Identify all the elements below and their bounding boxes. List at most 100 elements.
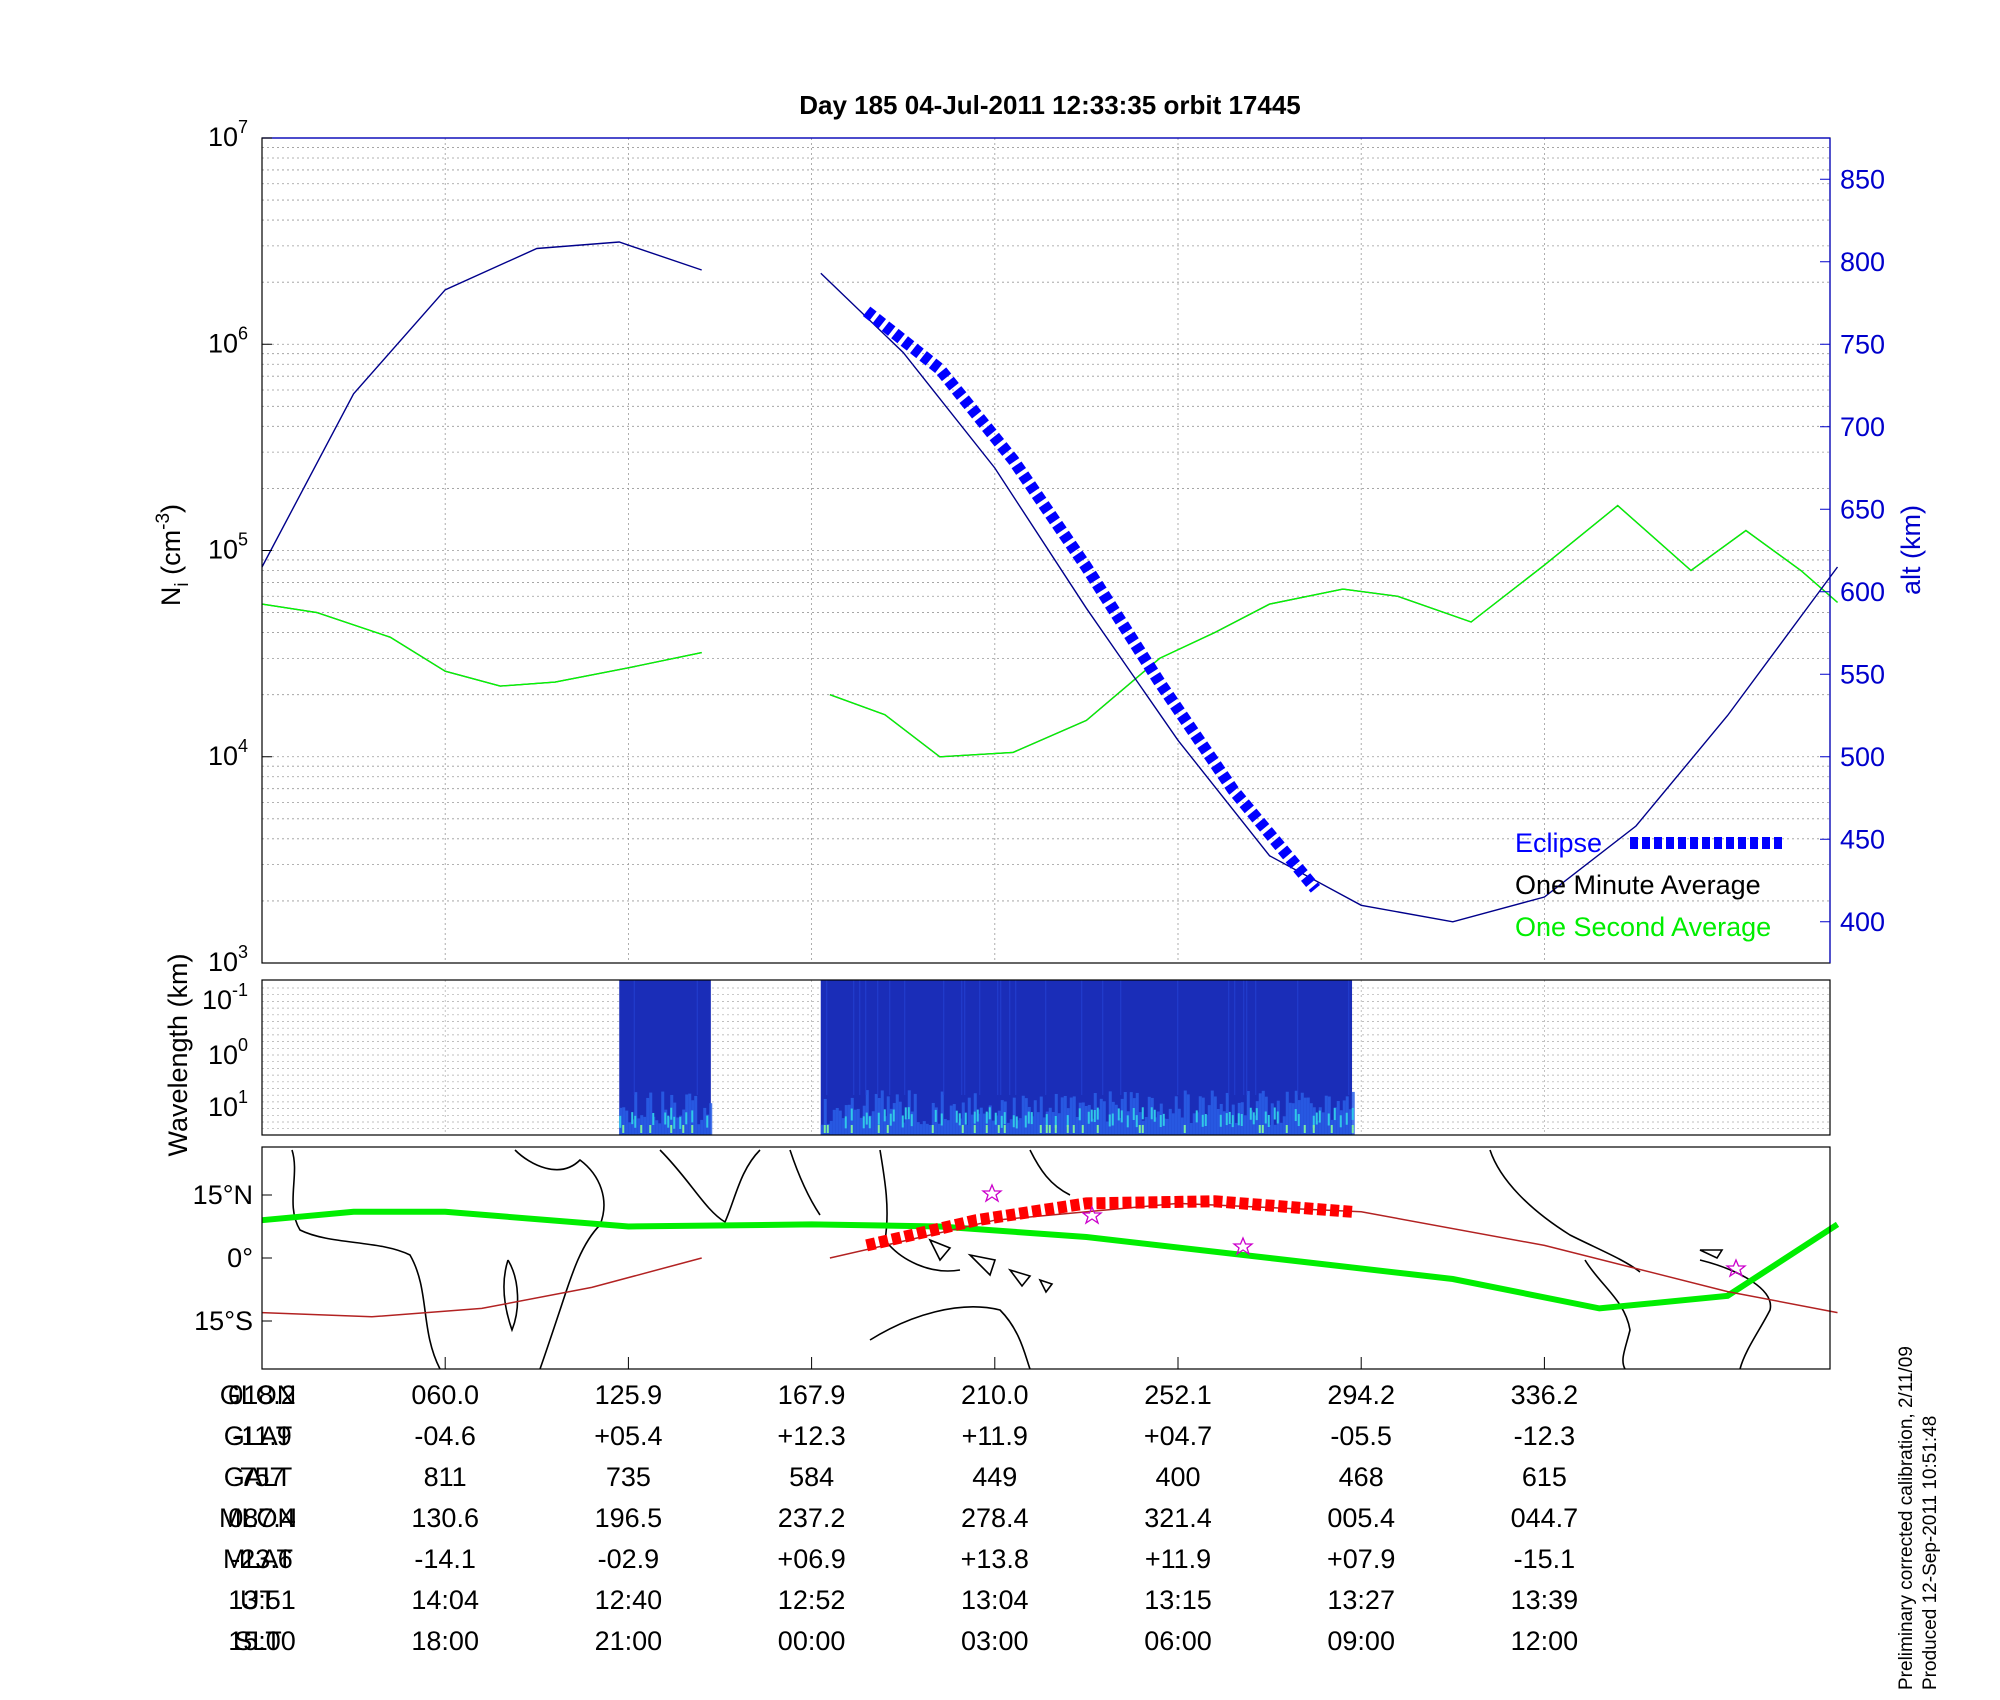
spectrogram-cell (1201, 1114, 1204, 1127)
ephemeris-row-glat: GLAT -11.9 -04.6 +05.4 +12.3 +11.9 +04.7 -05.5 -… (0, 1421, 2000, 1461)
spectrogram-cell (874, 1093, 878, 1135)
spectrogram-cell (1180, 1117, 1184, 1135)
spectrogram-cell (1090, 1109, 1093, 1122)
spectrogram-cell (1081, 1125, 1084, 1133)
spectrogram-cell (697, 1124, 701, 1135)
ephemeris-cell: +11.9 (1144, 1544, 1212, 1574)
spectrogram-cell (997, 1125, 1000, 1133)
spectrogram-cell (1012, 1115, 1015, 1128)
y2-tick-label: 400 (1840, 907, 1885, 937)
coast-africa-west (291, 1149, 441, 1370)
spectrogram-cell (682, 1109, 686, 1135)
density-series (261, 241, 1839, 923)
spectrogram-cell (1186, 1094, 1190, 1135)
spectrogram-cell (1177, 1108, 1181, 1135)
spectrogram-cell (1036, 1112, 1040, 1135)
ephemeris-cell: 00:00 (777, 1626, 846, 1656)
chart-title: Day 185 04-Jul-2011 12:33:35 orbit 17445 (799, 90, 1301, 120)
ephemeris-cell: 130.6 (411, 1503, 479, 1533)
spectrogram-cell (1009, 1119, 1013, 1135)
spectrogram-cell (1165, 1118, 1169, 1135)
spectrogram-cell (1351, 1107, 1354, 1120)
spectrogram-cell (1063, 1095, 1067, 1135)
spectrogram-y-label: Wavelength (km) (163, 953, 193, 1156)
spectrogram-cell (847, 1104, 851, 1135)
spectrogram-cell (670, 1125, 673, 1133)
spectrogram-cell (964, 1124, 968, 1135)
ephemeris-cell: 044.7 (1510, 1503, 1579, 1533)
coast-islands-a (928, 1238, 1054, 1294)
spectrogram-cell (1087, 1111, 1090, 1124)
map-stars (981, 1183, 1747, 1278)
spectrogram-cell (1084, 1105, 1088, 1135)
spectrogram-cell (1117, 1117, 1121, 1135)
spectrogram-cell (1144, 1117, 1148, 1135)
spectrogram-cell (1039, 1125, 1042, 1133)
spectrogram-cell (688, 1093, 692, 1135)
ephemeris-cell: 584 (789, 1462, 835, 1492)
spectrogram-cell (1054, 1125, 1057, 1133)
y-tick-label: 107 (208, 117, 248, 152)
y-tick-label: 105 (208, 530, 248, 565)
series-alt-km- (820, 272, 1839, 923)
ephemeris-cell: -23.6 (231, 1544, 293, 1574)
spectrogram-cell (1228, 1123, 1232, 1135)
spectrogram-cell (856, 1108, 860, 1135)
spectrogram-cell (1330, 1125, 1333, 1133)
track-orbit-track (261, 1257, 702, 1318)
spectrogram-cell (1054, 1093, 1058, 1135)
spectrogram-frame (261, 979, 1831, 1136)
ephemeris-cell: 125.9 (594, 1380, 663, 1410)
spectrogram-cell (1000, 1115, 1003, 1128)
spectrogram-cell (901, 1122, 905, 1135)
spectrogram-cell (1162, 1113, 1165, 1126)
spectrogram-cell (1021, 1095, 1025, 1135)
spectrogram-cell (1294, 1109, 1297, 1122)
series-one-second-average (829, 504, 1838, 758)
spectrogram-cell (904, 1118, 908, 1135)
ephemeris-row-label: GLON (219, 1380, 297, 1410)
spectrogram-cell (637, 1118, 641, 1135)
density-grid (261, 138, 1830, 964)
spectrogram-cell (622, 1125, 625, 1133)
spectrogram-cell (1120, 1110, 1123, 1123)
spectrogram-cell (1291, 1103, 1295, 1135)
spectrogram-cell (1345, 1112, 1348, 1125)
footnote: Preliminary corrected calibration, 2/11/… (1895, 1346, 1943, 1690)
ephemeris-cell: 12:52 (777, 1585, 846, 1615)
density-y-label: Ni (cm-3) (153, 504, 193, 606)
spectrogram-cell (985, 1125, 988, 1133)
footnote-line-1: Preliminary corrected calibration, 2/11/… (1896, 1346, 1917, 1690)
spectrogram-cell (655, 1120, 659, 1135)
spectrogram-cell (1111, 1113, 1114, 1126)
spectrogram-cell (910, 1114, 913, 1127)
spectrogram-cell (868, 1116, 871, 1129)
ephemeris-cell: 13:51 (228, 1585, 296, 1615)
spectrogram-cell (1102, 1101, 1106, 1135)
spectrogram-cell (1018, 1118, 1022, 1135)
spectrogram-cell (826, 1125, 829, 1133)
spectrogram-cell (1312, 1125, 1315, 1133)
ephemeris-cell: 14:04 (411, 1585, 479, 1615)
spectrogram-cell (925, 1123, 929, 1135)
series-alt-km- (261, 241, 702, 568)
ephemeris-cell: 060.0 (411, 1380, 479, 1410)
spectrogram-cell (1264, 1111, 1267, 1124)
y2-tick-label: 550 (1840, 659, 1885, 689)
ephemeris-cell: 21:00 (594, 1626, 663, 1656)
spectrogram-cell (670, 1107, 673, 1120)
spectrogram-cell (1315, 1120, 1319, 1135)
y2-tick-label: 750 (1840, 329, 1885, 359)
ephemeris-row-glon: GLON 018.2 060.0 125.9 167.9 210.0 252.1 294.2 3… (0, 1380, 2000, 1420)
ephemeris-cell: 12:00 (1510, 1626, 1579, 1656)
coast-south-america (1584, 1259, 1772, 1370)
spectrogram-cell (1252, 1112, 1255, 1125)
spectrogram-cell (979, 1107, 983, 1135)
ephemeris-cell: +07.9 (1327, 1544, 1396, 1574)
spectrogram-cell (1273, 1124, 1277, 1135)
spectrogram-cell (706, 1115, 709, 1128)
spectrogram-cell (1258, 1125, 1261, 1133)
spectrogram-cell (1006, 1122, 1010, 1135)
ephemeris-cell: 237.2 (777, 1503, 846, 1533)
spectrogram-cell (865, 1112, 868, 1125)
